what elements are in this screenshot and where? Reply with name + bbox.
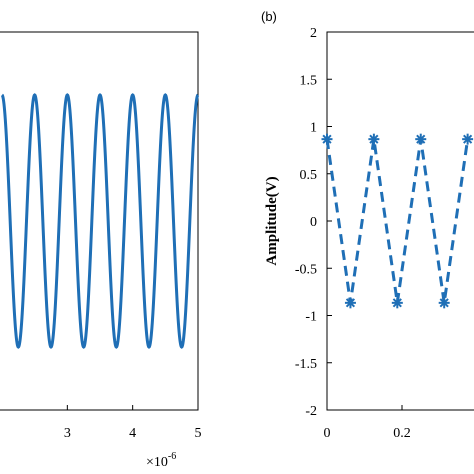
- panel-a-x-tick-label: 5: [195, 426, 202, 441]
- panel-b-data-point: [438, 297, 450, 309]
- panel-b-y-tick-label: 1.5: [300, 73, 318, 88]
- panel-b-x-ticks: 00.20: [324, 405, 474, 441]
- panel-b-y-axis-label: Amplitude(V): [264, 176, 280, 265]
- panel-b-y-tick-label: 2: [310, 26, 317, 41]
- panel-b-data-point: [321, 133, 333, 145]
- panel-b-y-ticks: 2 1.5 1 0.5 0 -0.5 -1 -1.5 -2: [295, 26, 332, 419]
- panel-b-series-line: [325, 138, 470, 304]
- panel-b-y-tick-label: 0: [310, 215, 317, 230]
- panel-b-x-tick-label: 0.2: [393, 426, 411, 441]
- panel-a: 3 4 5 ×10-6: [0, 31, 202, 470]
- panel-a-x-tick-label: 4: [129, 426, 136, 441]
- panel-a-waveform: [0, 93, 200, 349]
- panel-b-markers: [321, 133, 474, 309]
- panel-a-x-ticks: 3 4 5: [64, 405, 202, 441]
- panel-b-y-tick-label: -1.5: [295, 357, 317, 372]
- panel-b-label: (b): [261, 9, 277, 24]
- panel-b-y-tick-label: 1: [310, 121, 317, 136]
- panel-a-frame: [0, 31, 199, 411]
- panel-b-data-point: [415, 133, 427, 145]
- panel-b-y-tick-label: 0.5: [300, 168, 318, 183]
- panel-b-data-point: [462, 133, 474, 145]
- panel-a-x-multiplier: ×10-6: [146, 451, 176, 470]
- panel-b-data-point: [368, 133, 380, 145]
- panel-b-x-tick-label: 0: [324, 426, 331, 441]
- panel-b-data-point: [344, 297, 356, 309]
- panel-b-y-tick-label: -2: [305, 404, 317, 419]
- panel-b-data-point: [391, 297, 403, 309]
- panel-a-x-tick-label: 3: [64, 426, 71, 441]
- panel-b-y-tick-label: -1: [305, 310, 317, 325]
- panel-b: (b) 2 1.5 1 0.5 0 -0.5 -1 -1.5 -2 00.20 Amplitud…: [261, 9, 474, 441]
- panel-b-y-tick-label: -0.5: [295, 262, 317, 277]
- panel-b-frame: [326, 31, 474, 411]
